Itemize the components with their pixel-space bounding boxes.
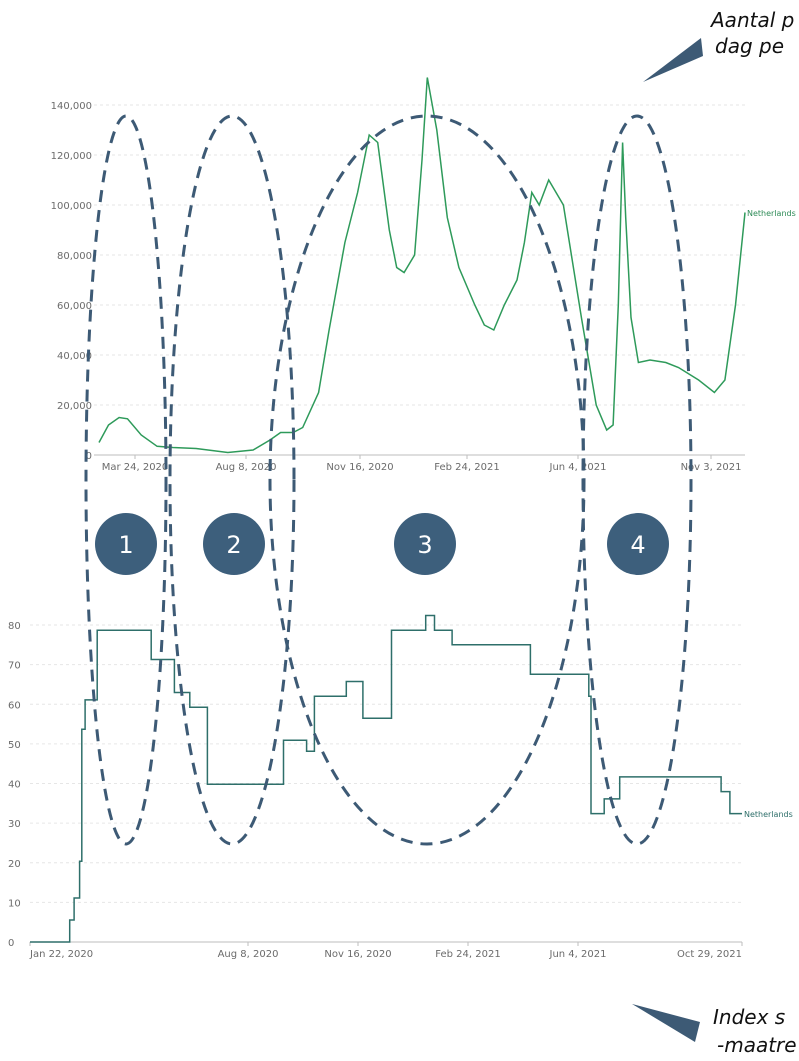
top-note-line-2: dag pe [715, 34, 784, 58]
top-y-tick-labels: 0 20,000 40,000 60,000 80,000 100,000 120,000 1… [51, 101, 92, 462]
period-badge-2-number: 2 [226, 531, 241, 559]
period-ellipse-2 [168, 114, 296, 846]
x-tick-label: Nov 16, 2020 [324, 949, 391, 960]
period-badge-3-number: 3 [417, 531, 432, 559]
period-badge-4: 4 [607, 513, 669, 575]
y-tick-label: 80,000 [57, 251, 92, 262]
x-tick-label: Feb 24, 2021 [435, 949, 500, 960]
top-series-label: Netherlands [747, 209, 796, 218]
bottom-y-tick-labels: 0 10 20 30 40 50 60 70 80 [8, 621, 21, 949]
bottom-series-label: Netherlands [744, 810, 793, 819]
y-tick-label: 100,000 [51, 201, 92, 212]
top-x-tick-labels: Mar 24, 2020 Aug 8, 2020 Nov 16, 2020 Feb 2… [102, 455, 742, 473]
period-badges: 1 2 3 4 [95, 513, 669, 575]
period-ellipse-4 [581, 114, 693, 846]
x-tick-label: Nov 3, 2021 [681, 462, 742, 473]
y-tick-label: 70 [8, 661, 21, 672]
x-tick-label: Mar 24, 2020 [102, 462, 169, 473]
period-badge-3: 3 [394, 513, 456, 575]
y-tick-label: 40 [8, 780, 21, 791]
y-tick-label: 60 [8, 700, 21, 711]
y-tick-label: 80 [8, 621, 21, 632]
period-ellipses [84, 114, 693, 846]
bottom-x-tick-labels: Jan 22, 2020 Aug 8, 2020 Nov 16, 2020 Feb 2… [29, 942, 743, 960]
y-tick-label: 40,000 [57, 351, 92, 362]
top-note-line-1: Aantal p [709, 8, 794, 32]
period-badge-4-number: 4 [630, 531, 645, 559]
period-ellipse-3 [268, 114, 586, 846]
x-tick-label: Jun 4, 2021 [549, 949, 607, 960]
y-tick-label: 0 [8, 938, 14, 949]
y-tick-label: 30 [8, 819, 21, 830]
stringency-index-chart: 0 10 20 30 40 50 60 70 80 Jan 22, 2020 Aug 8, 202… [8, 614, 793, 960]
y-tick-label: 120,000 [51, 151, 92, 162]
top-note: Aantal p dag pe [643, 8, 794, 82]
x-tick-label: Feb 24, 2021 [434, 462, 499, 473]
bottom-note-line-2: -maatre [717, 1033, 797, 1057]
y-tick-label: 20 [8, 859, 21, 870]
y-tick-label: 50 [8, 740, 21, 751]
period-badge-2: 2 [203, 513, 265, 575]
x-tick-label: Jan 22, 2020 [29, 949, 93, 960]
x-tick-label: Nov 16, 2020 [326, 462, 393, 473]
bottom-series-line [30, 614, 742, 943]
period-badge-1: 1 [95, 513, 157, 575]
period-badge-1-number: 1 [118, 531, 133, 559]
x-tick-label: Aug 8, 2020 [218, 949, 279, 960]
bottom-note-line-1: Index s [713, 1005, 785, 1029]
x-tick-label: Oct 29, 2021 [677, 949, 742, 960]
top-series-line [98, 77, 746, 454]
top-note-pointer [643, 38, 703, 82]
y-tick-label: 10 [8, 898, 21, 909]
period-ellipse-1 [84, 114, 168, 846]
bottom-grid [30, 624, 742, 903]
y-tick-label: 140,000 [51, 101, 92, 112]
daily-cases-chart: 0 20,000 40,000 60,000 80,000 100,000 120,000 1… [51, 77, 796, 473]
x-tick-label: Aug 8, 2020 [216, 462, 277, 473]
y-tick-label: 60,000 [57, 301, 92, 312]
bottom-note: Index s -maatre [632, 1004, 797, 1057]
y-tick-label: 0 [86, 451, 92, 462]
x-tick-label: Jun 4, 2021 [549, 462, 607, 473]
bottom-note-pointer [632, 1004, 700, 1042]
y-tick-label: 20,000 [57, 401, 92, 412]
